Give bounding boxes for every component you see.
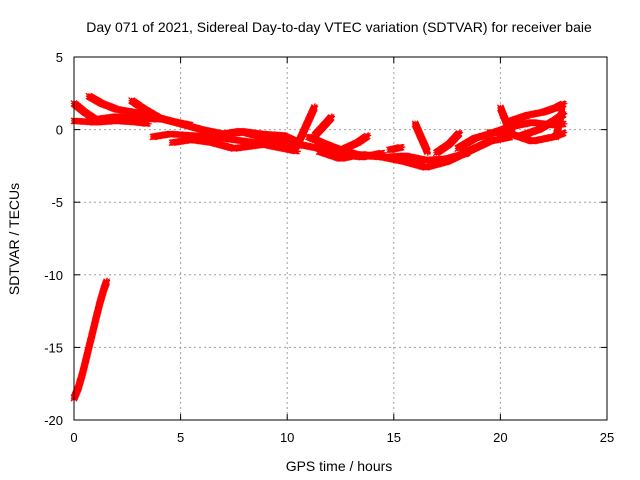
data-point-markers <box>552 106 566 141</box>
data-point-markers <box>432 129 463 157</box>
series-arc-h <box>294 103 318 148</box>
plot-frame <box>73 56 608 421</box>
data-point-markers <box>70 277 111 402</box>
x-axis-label: GPS time / hours <box>286 458 393 474</box>
series-arc-s <box>507 100 568 125</box>
x-tick-label: 20 <box>493 430 507 445</box>
series-arc-u <box>552 106 566 141</box>
series-arc-l <box>341 132 372 152</box>
data-point-markers <box>70 117 152 128</box>
data-point-markers <box>315 133 515 171</box>
data-point-markers <box>496 104 517 139</box>
series-arc-j <box>311 113 335 139</box>
y-tick-label: -15 <box>44 340 63 355</box>
data-point-markers <box>311 113 335 139</box>
series-arc-k <box>315 133 515 171</box>
series-arc-n <box>411 120 431 156</box>
y-tick-label: 5 <box>56 50 63 65</box>
data-point-markers <box>341 132 372 152</box>
series-arc-g <box>219 127 299 145</box>
axis-ticks: 0 5 10 15 20 25 -20 -15 -10 -5 0 5 <box>44 50 614 445</box>
series-steep-arc <box>70 277 111 402</box>
y-tick-label: -20 <box>44 413 63 428</box>
series-arc-r <box>496 104 517 139</box>
series-arc-b <box>70 117 152 128</box>
data-point-markers <box>411 120 431 156</box>
data-point-markers <box>219 127 299 145</box>
x-tick-label: 10 <box>280 430 294 445</box>
chart-title: Day 071 of 2021, Sidereal Day-to-day VTE… <box>86 19 592 35</box>
x-tick-label: 25 <box>600 430 614 445</box>
x-tick-label: 5 <box>177 430 184 445</box>
x-tick-label: 15 <box>387 430 401 445</box>
series-arc-m <box>386 143 406 154</box>
x-tick-label: 0 <box>70 430 77 445</box>
data-point-markers <box>386 143 406 154</box>
data-points <box>70 92 568 402</box>
y-tick-label: 0 <box>56 123 63 138</box>
y-axis-label: SDTVAR / TECUs <box>6 183 22 295</box>
data-point-markers <box>294 103 318 148</box>
y-tick-label: -10 <box>44 268 63 283</box>
y-tick-label: -5 <box>51 195 63 210</box>
series-arc-o <box>432 129 463 157</box>
data-point-markers <box>507 100 568 125</box>
